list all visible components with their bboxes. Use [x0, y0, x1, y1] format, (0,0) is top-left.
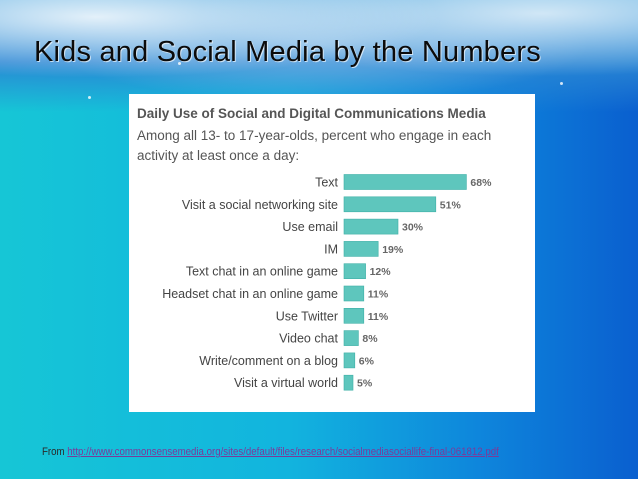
category-label: Headset chat in an online game	[162, 287, 338, 301]
value-label: 30%	[402, 222, 424, 234]
slide-title: Kids and Social Media by the Numbers	[34, 36, 541, 68]
category-label: Text	[315, 176, 338, 190]
value-label: 68%	[470, 177, 492, 189]
bar	[343, 330, 359, 346]
category-label: Visit a virtual world	[234, 376, 338, 390]
header-background	[0, 0, 638, 112]
sparkle-decoration	[88, 96, 91, 99]
bar	[343, 241, 379, 257]
footer-prefix: From	[42, 446, 65, 458]
bar	[343, 263, 366, 279]
value-label: 11%	[368, 289, 389, 301]
category-label: Visit a social networking site	[182, 198, 338, 212]
bar-chart: Text 68% Visit a social networking site 51%…	[162, 174, 492, 391]
category-label: Use email	[282, 220, 338, 234]
category-label: Video chat	[279, 332, 338, 346]
value-label: 11%	[368, 311, 389, 323]
value-label: 12%	[370, 266, 392, 278]
bar	[343, 374, 354, 391]
sparkle-decoration	[560, 82, 563, 85]
bar	[343, 218, 399, 235]
value-label: 6%	[359, 355, 375, 367]
value-label: 8%	[362, 333, 378, 345]
chart-subtitle: Among all 13- to 17-year-olds, percent w…	[137, 128, 492, 163]
bar	[343, 352, 356, 369]
source-footer: From http://www.commonsensemedia.org/sit…	[42, 446, 499, 458]
chart-title: Daily Use of Social and Digital Communic…	[137, 106, 486, 121]
bar	[343, 308, 365, 324]
bar	[343, 285, 365, 302]
chart-panel: Daily Use of Social and Digital Communic…	[129, 94, 535, 412]
source-link[interactable]: http://www.commonsensemedia.org/sites/de…	[67, 446, 499, 458]
value-label: 19%	[382, 244, 404, 256]
bar	[343, 174, 467, 190]
category-label: Write/comment on a blog	[199, 354, 338, 368]
category-label: Text chat in an online game	[186, 265, 338, 279]
category-label: Use Twitter	[276, 309, 338, 323]
value-label: 5%	[357, 378, 373, 390]
sparkle-decoration	[178, 62, 181, 65]
category-label: IM	[324, 242, 338, 256]
bar	[343, 196, 437, 213]
value-label: 51%	[440, 199, 462, 211]
